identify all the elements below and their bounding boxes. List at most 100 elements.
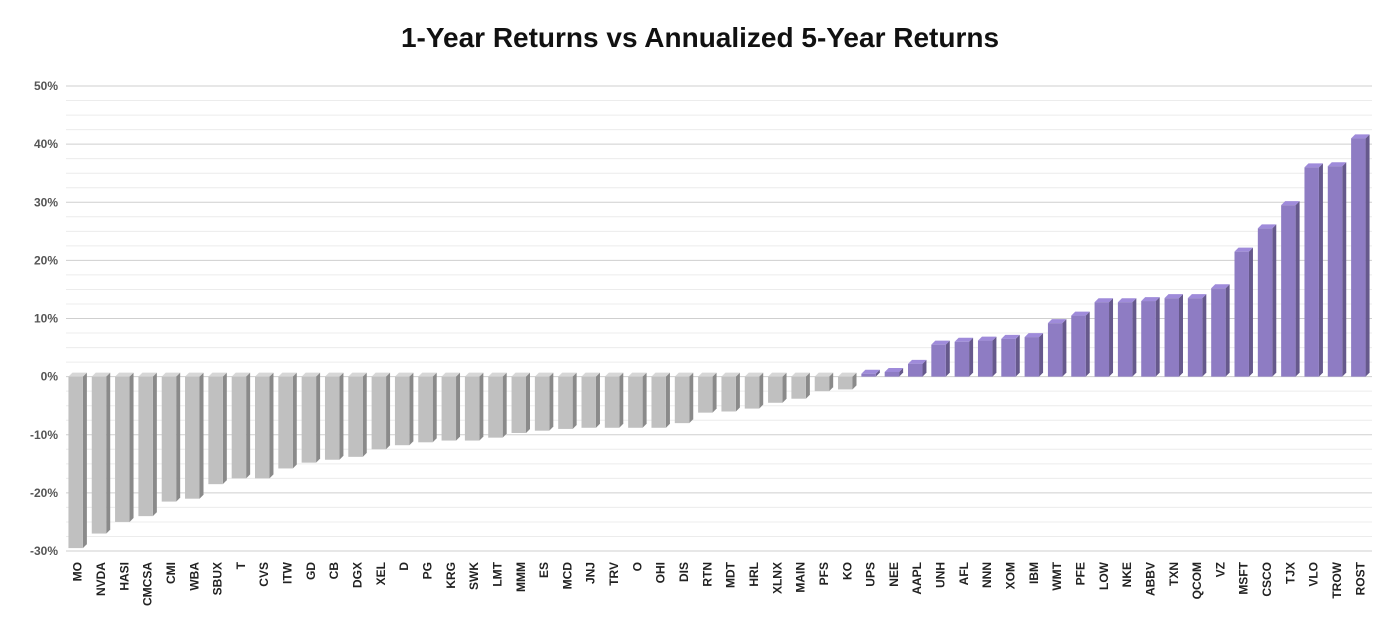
bar-gd [301,372,321,463]
bar-mo [68,372,87,549]
bar-nnn [977,336,997,377]
bar-aapl [908,359,927,377]
x-tick-label: KO [840,562,854,580]
x-tick-label: MDT [724,561,738,588]
x-tick-label: NNN [980,562,994,588]
x-axis-ticks: MO NVDA HASI CMCSA CMI WBA SBUX T CVS ITW GD CB DGX X… [71,561,1368,606]
x-tick-label: PFE [1073,562,1087,585]
x-tick-label: ES [537,562,551,578]
x-tick-label: LMT [490,561,504,586]
y-tick-label: -20% [30,486,58,500]
x-tick-label: IBM [1027,562,1041,584]
bar-hasi [115,372,134,522]
y-axis-ticks: 50% 40% 30% 20% 10% 0% -10% -20% -30% [30,79,58,558]
bar-txn [1164,294,1183,377]
y-tick-label: 30% [34,195,58,209]
bar-ups [861,369,880,377]
bar-dis [674,372,694,424]
bar-abbv [1141,297,1160,377]
x-tick-label: OHI [654,562,668,583]
y-tick-label: 20% [34,253,58,267]
x-tick-label: NVDA [94,562,108,596]
bar-low [1094,298,1114,377]
x-tick-label: MO [71,562,85,581]
bar-trv [604,372,624,428]
y-tick-label: 10% [34,312,58,326]
x-tick-label: XOM [1004,562,1018,589]
bar-hrl [744,372,764,409]
x-tick-label: O [630,562,644,571]
x-tick-label: VLO [1307,562,1321,587]
bar-pg [418,372,437,443]
bar-nke [1117,298,1137,377]
x-tick-label: ITW [281,561,295,584]
bar-msft [1234,247,1253,377]
bar-nvda [91,372,111,534]
bar-tjx [1281,201,1300,377]
x-tick-label: RTN [700,562,714,587]
bar-cb [324,372,344,460]
x-tick-label: XEL [374,562,388,585]
x-tick-label: XLNX [770,562,784,594]
x-tick-label: NKE [1120,562,1134,587]
bar-vz [1211,284,1230,377]
x-tick-label: PG [420,562,434,579]
bar-o [628,372,647,428]
bar-xlnx [768,372,787,403]
bar-cmi [161,372,181,502]
x-tick-label: SBUX [211,562,225,595]
bar-trow [1327,162,1347,377]
x-tick-label: ROST [1353,561,1367,595]
x-tick-label: MSFT [1237,561,1251,594]
bar-xel [371,372,391,450]
chart-title: 1-Year Returns vs Annualized 5-Year Retu… [400,22,1000,53]
y-tick-label: 0% [41,370,59,384]
bar-pfs [814,372,834,392]
bar-ohi [651,372,670,428]
y-tick-label: 40% [34,137,58,151]
bar-lmt [488,372,507,438]
y-tick-label: -10% [30,428,58,442]
x-tick-label: JNJ [584,562,598,584]
bars [68,134,1370,549]
bar-cmcsa [138,372,157,517]
x-tick-label: CMCSA [141,562,155,606]
bar-afl [954,337,974,377]
x-tick-label: WMT [1050,561,1064,590]
x-tick-label: QCOM [1190,562,1204,599]
y-tick-label: 50% [34,79,58,93]
x-tick-label: DIS [677,562,691,582]
bar-rtn [698,372,717,413]
x-tick-label: PFS [817,562,831,585]
bar-t [231,372,251,479]
bar-vlo [1304,163,1323,377]
x-tick-label: TROW [1330,561,1344,598]
bar-qcom [1187,294,1207,377]
x-tick-label: ABBV [1143,562,1157,596]
bar-krg [441,372,461,441]
x-tick-label: UPS [864,562,878,587]
x-tick-label: D [397,562,411,571]
x-tick-label: VZ [1213,562,1227,577]
x-tick-label: MCD [560,562,574,590]
bar-cvs [255,372,274,479]
x-tick-label: UNH [934,562,948,588]
bar-rost [1351,134,1370,377]
bar-wmt [1047,319,1067,377]
x-tick-label: CVS [257,562,271,587]
x-tick-label: TXN [1167,562,1181,586]
x-tick-label: MAIN [794,562,808,593]
bar-csco [1257,224,1277,377]
x-tick-label: GD [304,562,318,580]
x-tick-label: TRV [607,562,621,586]
bar-mcd [558,372,577,429]
x-tick-label: CB [327,562,341,580]
bar-swk [464,372,484,441]
bar-dgx [348,372,367,457]
bar-es [534,372,554,431]
x-tick-label: TJX [1283,562,1297,584]
bar-d [394,372,414,446]
bar-wba [185,372,204,499]
bar-unh [931,340,950,377]
